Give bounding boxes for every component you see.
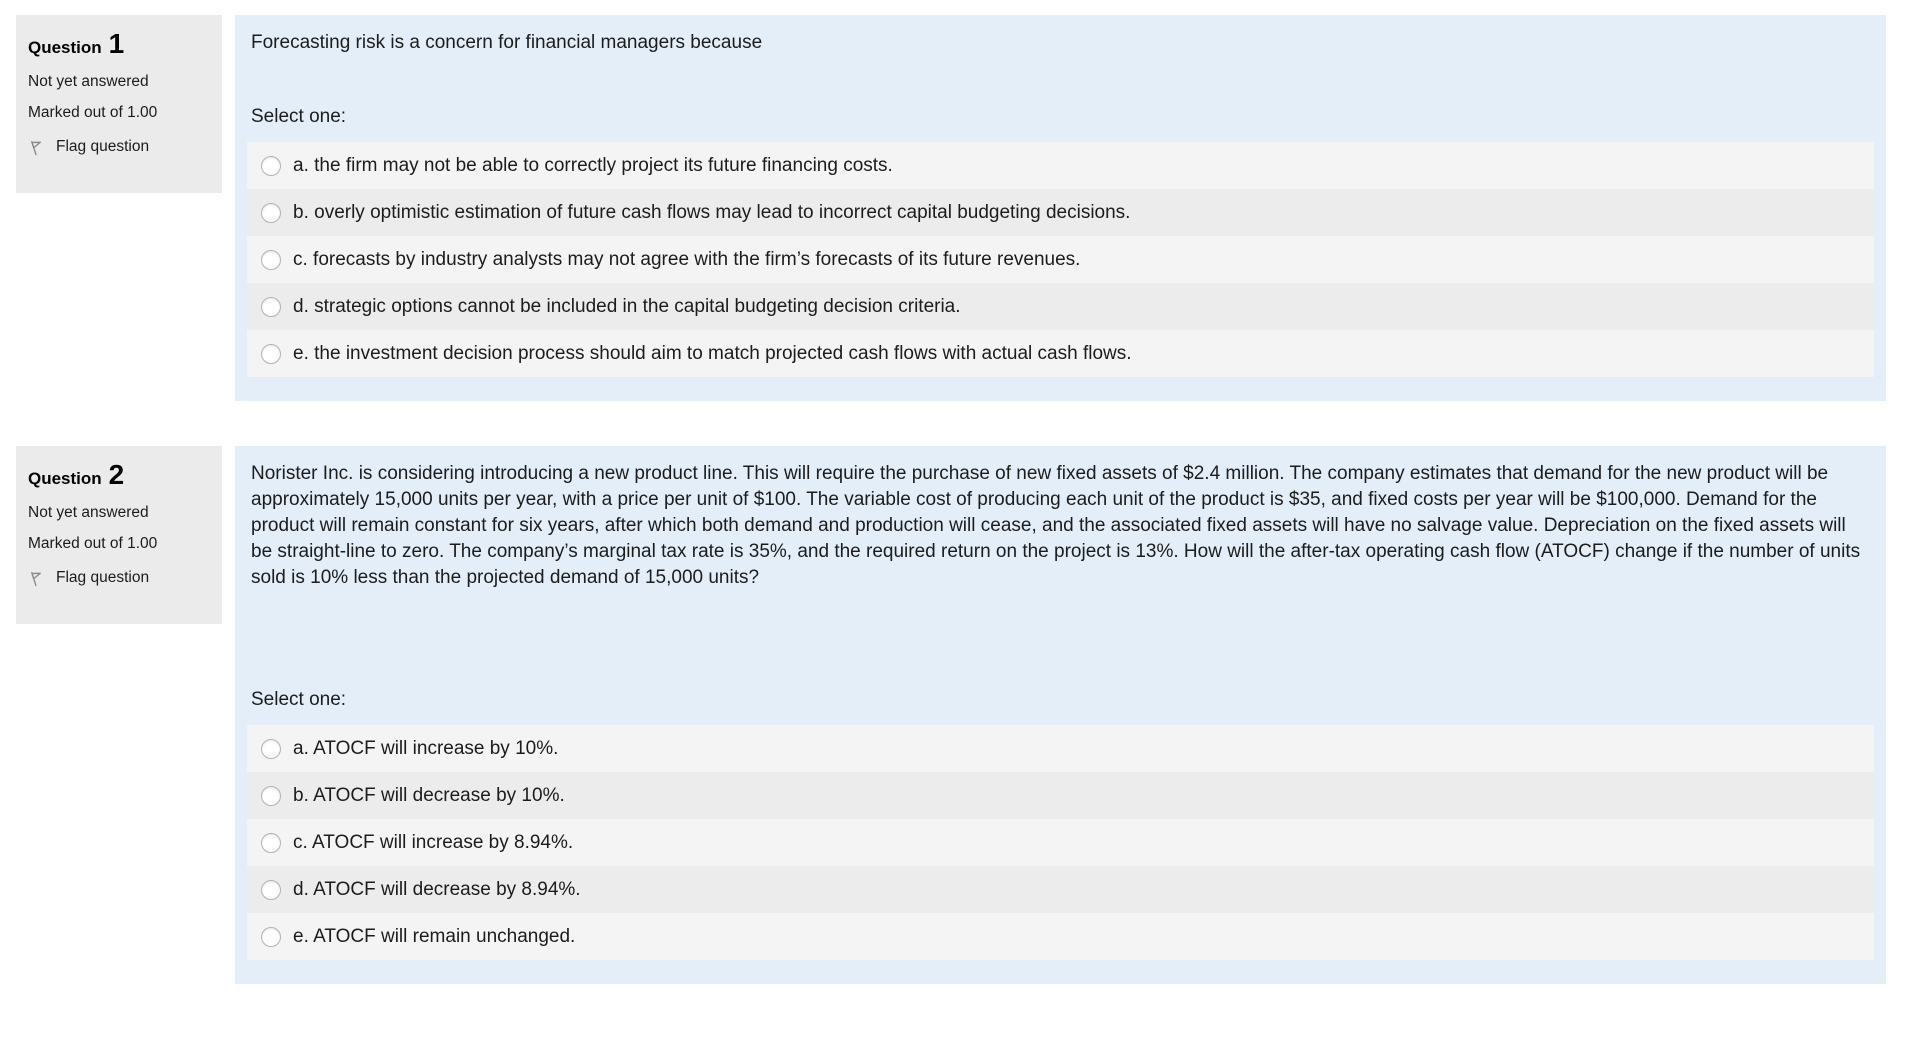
option-row-b[interactable]: b. overly optimistic estimation of futur… (247, 189, 1874, 236)
option-row-d[interactable]: d. strategic options cannot be included … (247, 283, 1874, 330)
question-number: 1 (108, 28, 125, 59)
option-row-a[interactable]: a. the firm may not be able to correctly… (247, 142, 1874, 189)
radio-button[interactable] (261, 249, 281, 270)
option-row-d[interactable]: d. ATOCF will decrease by 8.94%. (247, 866, 1874, 913)
radio-button[interactable] (261, 832, 281, 853)
option-row-b[interactable]: b. ATOCF will decrease by 10%. (247, 772, 1874, 819)
select-one-label: Select one: (251, 689, 347, 710)
question-title-label: Question (28, 469, 102, 488)
radio-button[interactable] (261, 296, 281, 317)
option-label: c. ATOCF will increase by 8.94%. (293, 831, 574, 853)
flag-question-link[interactable]: Flag question (28, 137, 210, 156)
question-content-panel: Forecasting risk is a concern for financ… (235, 15, 1886, 401)
radio-button[interactable] (261, 879, 281, 900)
question-title: Question 1 (28, 28, 210, 60)
select-one-label: Select one: (251, 106, 347, 127)
flag-icon (31, 572, 41, 587)
option-label: a. the firm may not be able to correctly… (293, 154, 893, 176)
option-label: c. forecasts by industry analysts may no… (293, 248, 1081, 270)
question-info-panel: Question 1 Not yet answered Marked out of… (16, 15, 222, 193)
question-content-panel: Norister Inc. is considering introducing… (235, 446, 1886, 984)
options-list: a. ATOCF will increase by 10%. b. ATOCF … (247, 725, 1874, 960)
option-row-c[interactable]: c. ATOCF will increase by 8.94%. (247, 819, 1874, 866)
flag-question-label: Flag question (56, 137, 150, 155)
radio-button[interactable] (261, 343, 281, 364)
option-row-e[interactable]: e. the investment decision process shoul… (247, 330, 1874, 377)
question-marks: Marked out of 1.00 (28, 104, 158, 121)
question-prompt: Forecasting risk is a concern for financ… (251, 32, 763, 53)
question-block-1: Question 1 Not yet answered Marked out of… (16, 15, 1906, 401)
radio-button[interactable] (261, 926, 281, 947)
option-label: e. the investment decision process shoul… (293, 342, 1132, 364)
radio-button[interactable] (261, 785, 281, 806)
question-title: Question 2 (28, 459, 210, 491)
question-block-2: Question 2 Not yet answered Marked out of… (16, 446, 1906, 984)
question-status: Not yet answered (28, 73, 149, 90)
option-label: b. ATOCF will decrease by 10%. (293, 784, 565, 806)
option-label: e. ATOCF will remain unchanged. (293, 925, 576, 947)
option-label: d. strategic options cannot be included … (293, 295, 961, 317)
option-label: d. ATOCF will decrease by 8.94%. (293, 878, 581, 900)
flag-question-label: Flag question (56, 568, 150, 586)
option-row-c[interactable]: c. forecasts by industry analysts may no… (247, 236, 1874, 283)
question-number: 2 (108, 459, 125, 490)
flag-icon (31, 141, 41, 156)
radio-button[interactable] (261, 738, 281, 759)
question-marks: Marked out of 1.00 (28, 535, 158, 552)
option-row-a[interactable]: a. ATOCF will increase by 10%. (247, 725, 1874, 772)
question-status: Not yet answered (28, 504, 149, 521)
question-prompt: Norister Inc. is considering introducing… (251, 463, 1861, 588)
flag-question-link[interactable]: Flag question (28, 568, 210, 587)
option-label: b. overly optimistic estimation of futur… (293, 201, 1131, 223)
option-row-e[interactable]: e. ATOCF will remain unchanged. (247, 913, 1874, 960)
radio-button[interactable] (261, 155, 281, 176)
radio-button[interactable] (261, 202, 281, 223)
option-label: a. ATOCF will increase by 10%. (293, 737, 559, 759)
question-info-panel: Question 2 Not yet answered Marked out of… (16, 446, 222, 624)
question-title-label: Question (28, 38, 102, 57)
options-list: a. the firm may not be able to correctly… (247, 142, 1874, 377)
